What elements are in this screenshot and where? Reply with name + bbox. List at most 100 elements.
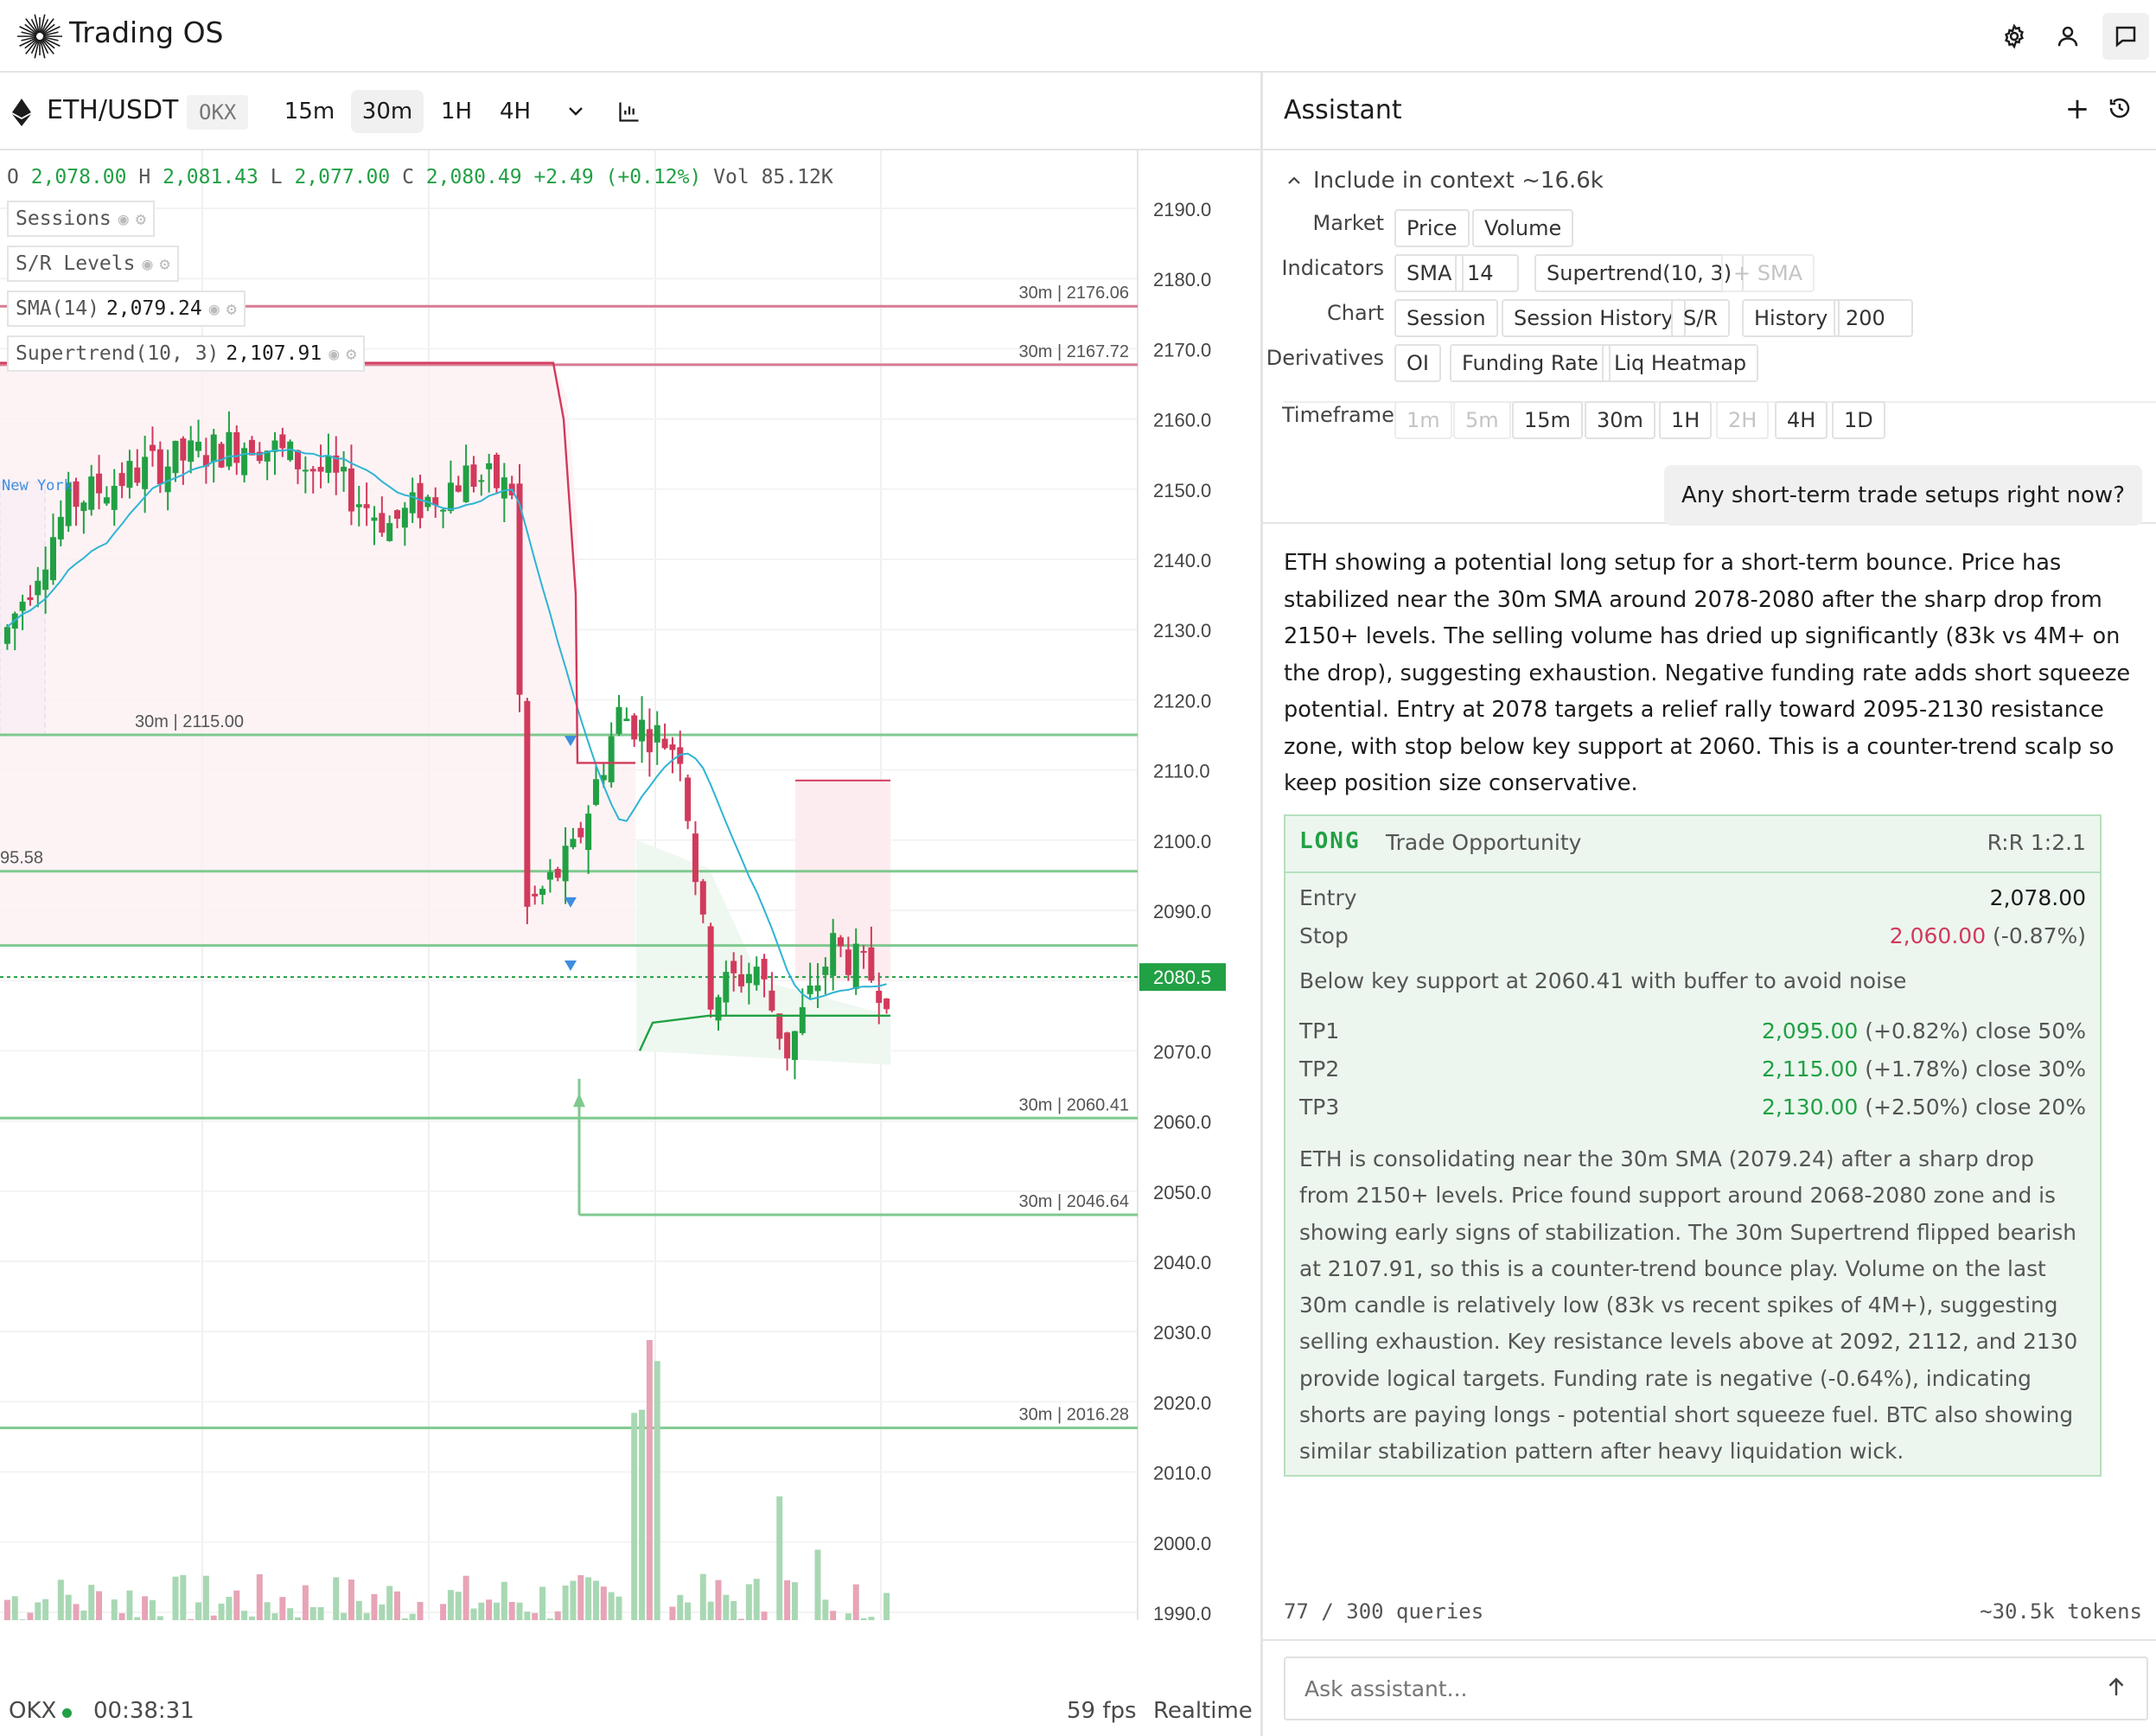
volume-bar xyxy=(218,1603,225,1620)
candle-body xyxy=(3,627,10,644)
ethereum-icon xyxy=(12,99,31,126)
volume-bar xyxy=(784,1580,791,1620)
price-axis-label: 1990.0 xyxy=(1153,1603,1211,1620)
candle-body xyxy=(226,431,233,467)
chat-icon[interactable] xyxy=(2102,13,2149,60)
candle-body xyxy=(883,998,890,1010)
candle-body xyxy=(822,967,829,975)
candle-body xyxy=(172,440,179,474)
candle-body xyxy=(256,451,263,462)
trade-rr: R:R 1:2.1 xyxy=(1987,830,2086,855)
supertrend-bear-line xyxy=(0,361,635,764)
candle-body xyxy=(111,485,118,510)
chip-tf-2h[interactable]: 2H xyxy=(1716,401,1770,439)
price-chart[interactable]: 30m | 2176.06 30m | 2167.72 30m | 2115.00 9… xyxy=(0,150,1260,1620)
context-toggle[interactable]: Include in context ~16.6k xyxy=(1287,168,1604,194)
candle-body xyxy=(103,497,110,504)
volume-bar xyxy=(791,1582,798,1620)
chip-tf-1h[interactable]: 1H xyxy=(1659,401,1713,439)
gear-icon[interactable]: ⚙ xyxy=(159,253,170,274)
panel-divider[interactable] xyxy=(1260,73,1263,1736)
candle-body xyxy=(401,507,408,528)
gear-icon[interactable] xyxy=(1995,17,2033,55)
candle-body xyxy=(325,455,332,473)
user-icon[interactable] xyxy=(2049,17,2087,55)
volume-bar xyxy=(202,1575,209,1620)
stop-label: Stop xyxy=(1299,923,1349,948)
gear-icon[interactable]: ⚙ xyxy=(226,298,237,319)
chip-tf-30m[interactable]: 30m xyxy=(1585,401,1655,439)
chip-tf-4h[interactable]: 4H xyxy=(1775,401,1828,439)
status-mode[interactable]: Realtime xyxy=(1153,1698,1253,1724)
volume-bar xyxy=(524,1612,531,1620)
status-clock: 00:38:31 xyxy=(93,1698,195,1724)
price-axis-label: 2020.0 xyxy=(1153,1392,1211,1414)
sr-levels-indicator[interactable]: S/R Levels ◉ ⚙ xyxy=(7,246,179,282)
ask-input-box[interactable] xyxy=(1284,1656,2148,1720)
chip-session[interactable]: Session xyxy=(1394,299,1498,337)
eye-icon[interactable]: ◉ xyxy=(208,298,220,319)
history-icon[interactable] xyxy=(2107,95,2141,130)
tab-1h[interactable]: 1H xyxy=(440,99,473,124)
indicators-label: Indicators xyxy=(1281,256,1384,280)
candle-body xyxy=(539,889,546,896)
assistant-answer: ETH showing a potential long setup for a… xyxy=(1284,550,2131,796)
candle-body xyxy=(486,463,493,469)
price-axis-label: 2160.0 xyxy=(1153,410,1211,431)
volume-bar xyxy=(616,1596,622,1620)
supertrend-bull-zone xyxy=(636,839,890,1065)
send-arrow-icon[interactable] xyxy=(2103,1674,2134,1705)
candle-body xyxy=(295,450,302,469)
tab-15m[interactable]: 15m xyxy=(284,99,335,124)
gear-icon[interactable]: ⚙ xyxy=(346,343,357,364)
chip-sr[interactable]: S/R xyxy=(1671,299,1730,337)
candle-body xyxy=(623,718,630,722)
chip-history[interactable]: History xyxy=(1742,299,1840,337)
history-count-input[interactable]: 200 xyxy=(1834,299,1913,337)
candle-body xyxy=(577,827,584,838)
logo-ray xyxy=(41,18,54,35)
bar-chart-icon[interactable] xyxy=(609,90,650,133)
low-label: L xyxy=(270,166,283,188)
sma-indicator[interactable]: SMA(14) 2,079.24 ◉ ⚙ xyxy=(7,290,246,327)
add-sma-button[interactable]: + SMA xyxy=(1721,254,1815,292)
eye-icon[interactable]: ◉ xyxy=(329,343,340,364)
sessions-indicator[interactable]: Sessions ◉ ⚙ xyxy=(7,201,155,237)
chip-oi[interactable]: OI xyxy=(1394,344,1441,382)
chip-volume[interactable]: Volume xyxy=(1472,209,1574,247)
chip-funding-rate[interactable]: Funding Rate xyxy=(1450,344,1611,382)
candle-body xyxy=(80,502,87,512)
ask-input[interactable] xyxy=(1304,1670,2065,1707)
symbol-label[interactable]: ETH/USDT xyxy=(47,95,179,125)
chip-tf-1d[interactable]: 1D xyxy=(1832,401,1885,439)
chip-price[interactable]: Price xyxy=(1394,209,1470,247)
query-count: 77 / 300 queries xyxy=(1284,1599,1484,1624)
chip-tf-15m[interactable]: 15m xyxy=(1512,401,1583,439)
candle-body xyxy=(532,893,539,897)
volume-bar xyxy=(478,1602,485,1620)
chip-sma[interactable]: SMA xyxy=(1394,254,1464,292)
chip-session-history[interactable]: Session History xyxy=(1502,299,1686,337)
sma-period-input[interactable]: 14 xyxy=(1455,254,1519,292)
candle-body xyxy=(126,461,133,488)
tab-30m[interactable]: 30m xyxy=(351,90,424,133)
tab-4h[interactable]: 4H xyxy=(499,99,532,124)
candle-body xyxy=(685,777,692,821)
eye-icon[interactable]: ◉ xyxy=(118,208,129,229)
price-axis-label: 2070.0 xyxy=(1153,1041,1211,1063)
volume-bar xyxy=(363,1612,370,1620)
volume-bar xyxy=(241,1611,248,1620)
market-label: Market xyxy=(1312,211,1385,235)
supertrend-indicator[interactable]: Supertrend(10, 3) 2,107.91 ◉ ⚙ xyxy=(7,335,366,372)
eye-icon[interactable]: ◉ xyxy=(142,253,153,274)
gear-icon[interactable]: ⚙ xyxy=(135,208,146,229)
chip-liq-heatmap[interactable]: Liq Heatmap xyxy=(1602,344,1759,382)
chip-supertrend[interactable]: Supertrend(10, 3) xyxy=(1534,254,1745,292)
assistant-panel: Assistant + Include in context ~16.6k Ma… xyxy=(1263,73,2156,1736)
chevron-down-icon[interactable] xyxy=(557,90,595,133)
logo-ray xyxy=(24,23,38,35)
chip-tf-5m[interactable]: 5m xyxy=(1453,401,1511,439)
chip-tf-1m[interactable]: 1m xyxy=(1394,401,1452,439)
volume-bar xyxy=(723,1594,730,1620)
plus-icon[interactable]: + xyxy=(2064,92,2090,126)
